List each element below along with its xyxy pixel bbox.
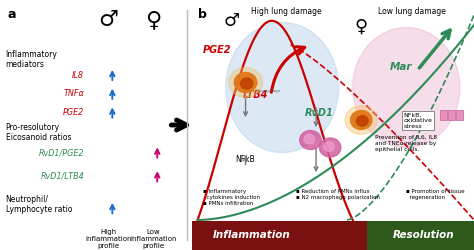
Text: Inflammation: Inflammation	[212, 230, 290, 240]
Text: Low
inflammation
profile: Low inflammation profile	[130, 229, 177, 249]
Text: NFkB,
oxidative
stress: NFkB, oxidative stress	[403, 112, 432, 129]
Text: TNFα: TNFα	[64, 89, 84, 98]
Text: PGE2: PGE2	[63, 108, 84, 117]
Circle shape	[350, 110, 372, 130]
Text: NFkB: NFkB	[236, 156, 255, 164]
Text: Prevention of IL6, IL8
and TNEα release by
epithelial cells.: Prevention of IL6, IL8 and TNEα release …	[375, 135, 438, 152]
Text: Low lung damage: Low lung damage	[378, 8, 446, 16]
FancyBboxPatch shape	[192, 221, 367, 250]
Circle shape	[240, 78, 253, 89]
FancyBboxPatch shape	[456, 110, 463, 120]
Text: Pro-resolutory
Eicosanoid ratios: Pro-resolutory Eicosanoid ratios	[6, 122, 71, 142]
Text: b: b	[198, 8, 207, 20]
Circle shape	[345, 106, 377, 134]
Text: ♀: ♀	[355, 18, 368, 36]
Text: IL8: IL8	[72, 70, 84, 80]
Text: RvD1/PGE2: RvD1/PGE2	[39, 148, 84, 157]
Text: ♀: ♀	[146, 10, 162, 30]
Circle shape	[356, 116, 368, 126]
Text: High
inflammation
profile: High inflammation profile	[85, 229, 132, 249]
Text: ▪ Promotion of tissue
  regeneration: ▪ Promotion of tissue regeneration	[406, 189, 465, 200]
Ellipse shape	[353, 28, 460, 148]
Text: LTB4: LTB4	[243, 90, 268, 100]
Text: ▪ Inflammatory
  cytokines induction
▪ PMNs infiltration: ▪ Inflammatory cytokines induction ▪ PMN…	[203, 189, 260, 206]
Text: Inflammatory
mediators: Inflammatory mediators	[6, 50, 57, 70]
Circle shape	[234, 72, 257, 92]
Circle shape	[324, 142, 335, 151]
Text: RvD1: RvD1	[305, 108, 334, 118]
FancyBboxPatch shape	[448, 110, 455, 120]
Text: ♂: ♂	[99, 10, 118, 30]
Text: High lung damage: High lung damage	[251, 8, 322, 16]
Text: ♂: ♂	[223, 12, 239, 30]
Text: Neutrophil/
Lymphocyte ratio: Neutrophil/ Lymphocyte ratio	[6, 195, 72, 214]
Text: Resolution: Resolution	[392, 230, 454, 240]
Text: RvD1/LTB4: RvD1/LTB4	[40, 172, 84, 181]
Circle shape	[319, 138, 341, 157]
Circle shape	[300, 130, 321, 150]
Text: ▪ Reduction of PMNs influx
▪ N2 macrophage polarization: ▪ Reduction of PMNs influx ▪ N2 macropha…	[296, 189, 380, 200]
FancyBboxPatch shape	[440, 110, 447, 120]
Circle shape	[228, 68, 263, 98]
FancyBboxPatch shape	[367, 221, 474, 250]
Text: Mar: Mar	[389, 62, 412, 72]
Text: PGE2: PGE2	[203, 45, 232, 55]
Text: a: a	[8, 8, 16, 20]
Circle shape	[304, 134, 315, 144]
Text: Macrophage: Macrophage	[255, 89, 281, 93]
Ellipse shape	[226, 22, 338, 152]
